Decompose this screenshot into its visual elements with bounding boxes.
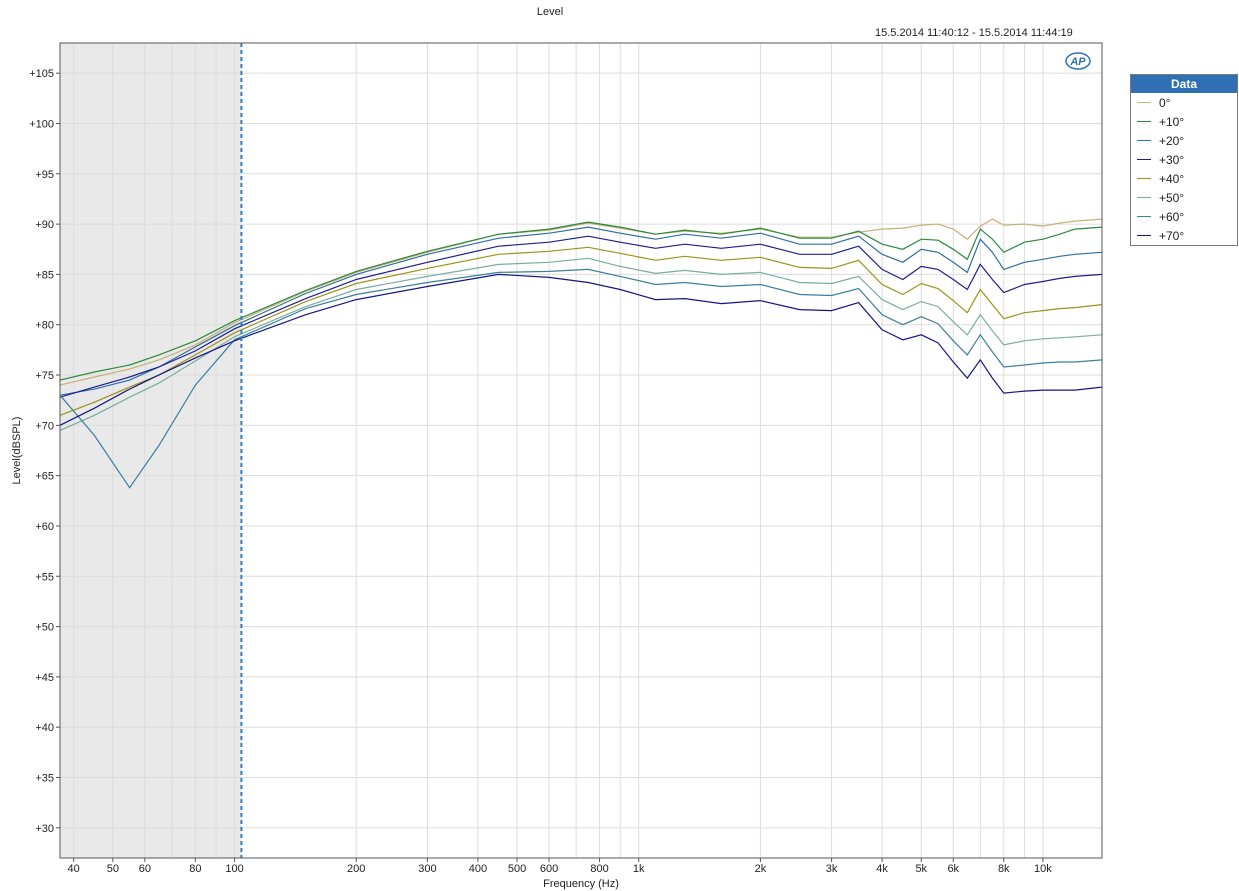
legend-label: +60° [1159, 209, 1185, 224]
y-tick-label: +95 [35, 169, 54, 181]
legend-swatch [1137, 140, 1151, 141]
series-line [59, 221, 1103, 381]
y-tick-label: +50 [35, 622, 54, 634]
legend-label: +40° [1159, 171, 1185, 186]
legend-swatch [1137, 197, 1151, 198]
y-tick-label: +80 [35, 320, 54, 332]
x-tick-label: 6k [947, 863, 959, 875]
plot-frame [59, 42, 1103, 859]
chart-title: Level [536, 6, 564, 18]
legend: Data 0° +10° +20° +30° +40° +50° +60° +70° [1130, 74, 1238, 246]
x-tick-label: 10k [1034, 863, 1052, 875]
y-tick-label: +100 [29, 118, 54, 130]
y-tick-label: +85 [35, 269, 54, 281]
x-tick-label: 4k [876, 863, 888, 875]
x-tick-label: 40 [68, 863, 80, 875]
legend-label: +70° [1159, 228, 1185, 243]
series-line [59, 235, 1103, 398]
x-tick-label: 800 [590, 863, 608, 875]
x-tick-label: 50 [107, 863, 119, 875]
legend-item[interactable]: +60° [1131, 207, 1237, 226]
legend-swatch [1137, 235, 1151, 236]
x-tick-label: 2k [755, 863, 767, 875]
y-axis-label: Level(dBSPL) [11, 417, 23, 485]
legend-item[interactable]: +50° [1131, 188, 1237, 207]
legend-item[interactable]: +70° [1131, 226, 1237, 245]
series-line [59, 257, 1103, 431]
y-tick-label: +45 [35, 672, 54, 684]
y-tick-label: +105 [29, 68, 54, 80]
ap-logo-icon: AP [1064, 51, 1092, 71]
shaded-region [60, 43, 242, 858]
legend-label: +50° [1159, 190, 1185, 205]
legend-item[interactable]: +20° [1131, 131, 1237, 150]
y-tick-label: +65 [35, 471, 54, 483]
x-tick-label: 200 [347, 863, 365, 875]
legend-label: +30° [1159, 152, 1185, 167]
x-tick-label: 8k [998, 863, 1010, 875]
legend-swatch [1137, 102, 1151, 103]
legend-label: 0° [1159, 95, 1171, 110]
legend-swatch [1137, 216, 1151, 217]
x-tick-label: 300 [418, 863, 436, 875]
legend-item[interactable]: 0° [1131, 93, 1237, 112]
y-tick-label: +40 [35, 722, 54, 734]
y-tick-label: +30 [35, 823, 54, 835]
y-tick-label: +90 [35, 219, 54, 231]
series-line [59, 226, 1103, 396]
x-tick-label: 1k [633, 863, 645, 875]
legend-swatch [1137, 178, 1151, 179]
x-tick-label: 80 [189, 863, 201, 875]
legend-swatch [1137, 159, 1151, 160]
x-tick-label: 60 [139, 863, 151, 875]
legend-item[interactable]: +30° [1131, 150, 1237, 169]
x-tick-label: 3k [826, 863, 838, 875]
y-tick-label: +55 [35, 571, 54, 583]
x-axis-label: Frequency (Hz) [543, 878, 619, 890]
x-tick-label: 400 [469, 863, 487, 875]
y-tick-label: +70 [35, 420, 54, 432]
series-line [59, 246, 1103, 416]
x-tick-label: 5k [915, 863, 927, 875]
legend-swatch [1137, 121, 1151, 122]
x-tick-label: 100 [225, 863, 243, 875]
svg-text:AP: AP [1069, 56, 1086, 68]
y-tick-label: +35 [35, 773, 54, 785]
x-tick-label: 500 [508, 863, 526, 875]
legend-item[interactable]: +10° [1131, 112, 1237, 131]
y-tick-label: +60 [35, 521, 54, 533]
series-line [59, 273, 1103, 426]
timestamp-range: 15.5.2014 11:40:12 - 15.5.2014 11:44:19 [875, 27, 1073, 39]
legend-title: Data [1131, 75, 1237, 93]
series-line [59, 268, 1103, 489]
legend-label: +10° [1159, 114, 1185, 129]
x-tick-label: 600 [540, 863, 558, 875]
legend-label: +20° [1159, 133, 1185, 148]
legend-item[interactable]: +40° [1131, 169, 1237, 188]
y-tick-label: +75 [35, 370, 54, 382]
